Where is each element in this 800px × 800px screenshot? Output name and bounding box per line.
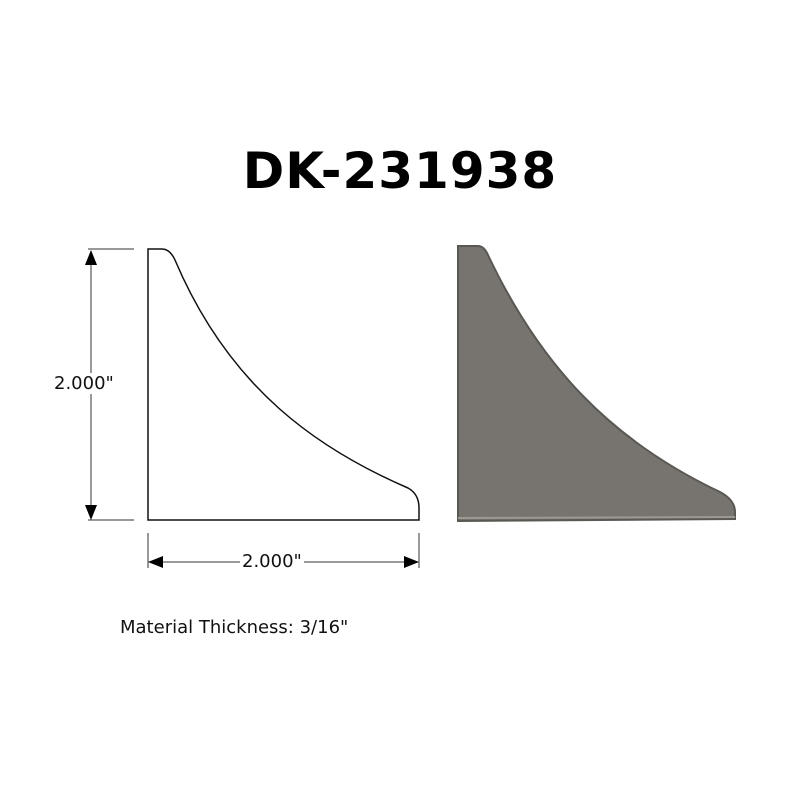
part-photo xyxy=(457,245,736,523)
arrow-left-icon xyxy=(148,556,163,568)
arrow-up-icon xyxy=(85,250,97,265)
part-number-title: DK-231938 xyxy=(242,142,558,200)
height-dimension-label: 2.000" xyxy=(52,373,116,394)
part-photo-edge xyxy=(457,516,736,519)
arrow-down-icon xyxy=(85,505,97,520)
arrow-right-icon xyxy=(404,556,419,568)
part-outline xyxy=(147,248,420,521)
material-thickness-note: Material Thickness: 3/16" xyxy=(120,617,349,638)
width-dimension-label: 2.000" xyxy=(240,551,304,572)
